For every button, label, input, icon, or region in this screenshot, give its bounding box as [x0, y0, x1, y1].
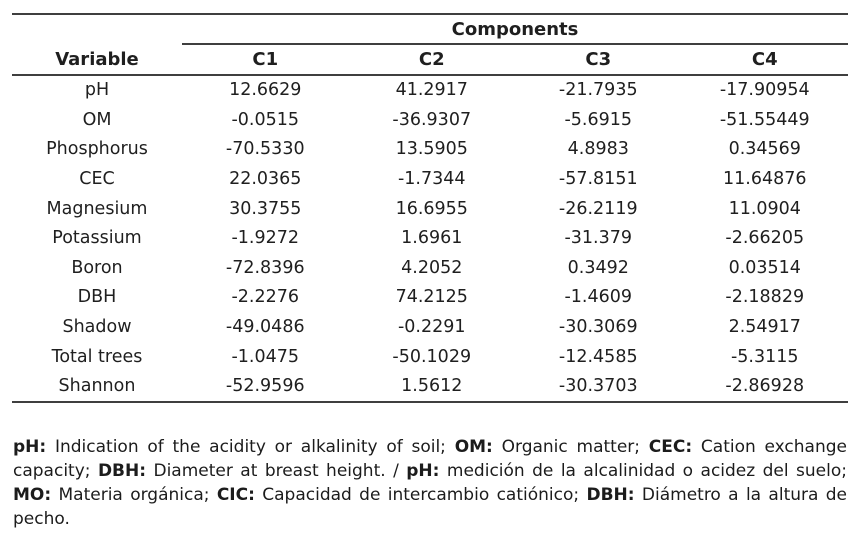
header-bottom-rule [12, 73, 848, 76]
column-header-c3: C3 [585, 48, 612, 70]
footnote-term: pH: [406, 461, 440, 481]
cell-c1: -0.0515 [231, 109, 300, 130]
group-header-underline [182, 43, 848, 45]
cell-c4: 2.54917 [728, 317, 801, 338]
row-label: CEC [79, 169, 115, 190]
cell-c4: -17.90954 [719, 80, 810, 101]
table-footnote: pH: Indication of the acidity or alkalin… [13, 435, 847, 531]
cell-c3: -21.7935 [558, 80, 638, 101]
cell-c4: 11.64876 [722, 169, 807, 190]
cell-c2: 4.2052 [401, 257, 463, 278]
cell-c2: 41.2917 [395, 80, 468, 101]
cell-c3: -5.6915 [564, 109, 633, 130]
row-label: Shadow [62, 317, 132, 338]
cell-c2: -50.1029 [392, 346, 472, 367]
row-label: Potassium [52, 228, 142, 249]
row-label: Phosphorus [46, 139, 148, 160]
footnote-term: DBH: [586, 485, 635, 505]
cell-c1: -1.9272 [231, 228, 300, 249]
table-top-rule [12, 13, 848, 15]
row-label: Magnesium [46, 198, 148, 219]
cell-c1: 22.0365 [229, 169, 302, 190]
cell-c4: -5.3115 [730, 346, 799, 367]
footnote-text: medición de la alcalinidad o acidez del … [439, 461, 847, 481]
table-row-boron: Boron -72.8396 4.2052 0.3492 0.03514 [12, 253, 848, 283]
table-row-om: OM -0.0515 -36.9307 -5.6915 -51.55449 [12, 105, 848, 135]
components-table: Components Variable C1 C2 C3 C4 pH 12.66… [12, 13, 848, 404]
table-row-shannon: Shannon -52.9596 1.5612 -30.3703 -2.8692… [12, 371, 848, 401]
cell-c2: 13.5905 [395, 139, 468, 160]
cell-c3: -31.379 [564, 228, 633, 249]
cell-c3: -30.3069 [558, 317, 638, 338]
column-header-c2: C2 [418, 48, 445, 70]
footnote-text: Capacidad de intercambio catiónico; [254, 485, 587, 505]
cell-c4: -51.55449 [719, 109, 810, 130]
cell-c2: -36.9307 [392, 109, 472, 130]
table-row-cec: CEC 22.0365 -1.7344 -57.8151 11.64876 [12, 164, 848, 194]
cell-c1: -2.2276 [231, 287, 300, 308]
footnote-term: pH: [13, 437, 47, 457]
cell-c2: -0.2291 [397, 317, 466, 338]
group-underline-spacer [12, 43, 182, 45]
group-header-underline-row [12, 43, 848, 45]
cell-c1: -70.5330 [225, 139, 305, 160]
group-header-row: Components [12, 15, 848, 43]
cell-c1: -1.0475 [231, 346, 300, 367]
cell-c3: -1.4609 [564, 287, 633, 308]
row-label: OM [82, 109, 112, 130]
cell-c2: 74.2125 [395, 287, 468, 308]
footnote-term: CIC: [216, 485, 255, 505]
row-label: Boron [71, 257, 123, 278]
footnote-text: Indication of the acidity or alkalinity … [46, 437, 455, 457]
table-row-dbh: DBH -2.2276 74.2125 -1.4609 -2.18829 [12, 283, 848, 313]
cell-c2: 16.6955 [395, 198, 468, 219]
cell-c2: 1.5612 [401, 376, 463, 397]
cell-c1: -49.0486 [225, 317, 305, 338]
cell-c2: -1.7344 [397, 169, 466, 190]
column-header-variable: Variable [55, 48, 139, 70]
cell-c3: -26.2119 [558, 198, 638, 219]
cell-c3: 4.8983 [567, 139, 629, 160]
table-row-shadow: Shadow -49.0486 -0.2291 -30.3069 2.54917 [12, 312, 848, 342]
cell-c3: -30.3703 [558, 376, 638, 397]
cell-c3: 0.3492 [567, 257, 629, 278]
cell-c1: -72.8396 [225, 257, 305, 278]
column-header-c1: C1 [252, 48, 279, 70]
cell-c4: 11.0904 [728, 198, 801, 219]
table-row-phosphorus: Phosphorus -70.5330 13.5905 4.8983 0.345… [12, 135, 848, 165]
row-label: Shannon [58, 376, 136, 397]
cell-c1: 30.3755 [229, 198, 302, 219]
footnote-term: OM: [454, 437, 493, 457]
column-header-row: Variable C1 C2 C3 C4 [12, 45, 848, 74]
cell-c2: 1.6961 [401, 228, 463, 249]
row-label: Total trees [51, 346, 143, 367]
cell-c1: -52.9596 [225, 376, 305, 397]
column-header-c4: C4 [751, 48, 778, 70]
table-row-magnesium: Magnesium 30.3755 16.6955 -26.2119 11.09… [12, 194, 848, 224]
footnote-text: Organic matter; [492, 437, 649, 457]
cell-c4: -2.66205 [725, 228, 805, 249]
footnote-text: Diámetro a la altura de pecho. [13, 485, 848, 529]
cell-c4: -2.18829 [725, 287, 805, 308]
cell-c3: -57.8151 [558, 169, 638, 190]
row-label: DBH [77, 287, 117, 308]
footnote-term: MO: [13, 485, 52, 505]
table-row-total-trees: Total trees -1.0475 -50.1029 -12.4585 -5… [12, 342, 848, 372]
table-row-potassium: Potassium -1.9272 1.6961 -31.379 -2.6620… [12, 223, 848, 253]
cell-c4: 0.34569 [728, 139, 801, 160]
table-bottom-rule [12, 401, 848, 404]
footnote-text: Materia orgánica; [51, 485, 217, 505]
cell-c4: 0.03514 [728, 257, 801, 278]
cell-c4: -2.86928 [725, 376, 805, 397]
footnote-term: DBH: [97, 461, 147, 481]
cell-c3: -12.4585 [558, 346, 638, 367]
footnote-text: Cation exchange capacity; [13, 437, 847, 481]
row-label: pH [84, 80, 110, 101]
footnote-term: CEC: [648, 437, 693, 457]
footnote-text: Diameter at breast height. / [146, 461, 407, 481]
table-row-ph: pH 12.6629 41.2917 -21.7935 -17.90954 [12, 76, 848, 106]
cell-c1: 12.6629 [229, 80, 302, 101]
group-header-components: Components [451, 18, 579, 40]
